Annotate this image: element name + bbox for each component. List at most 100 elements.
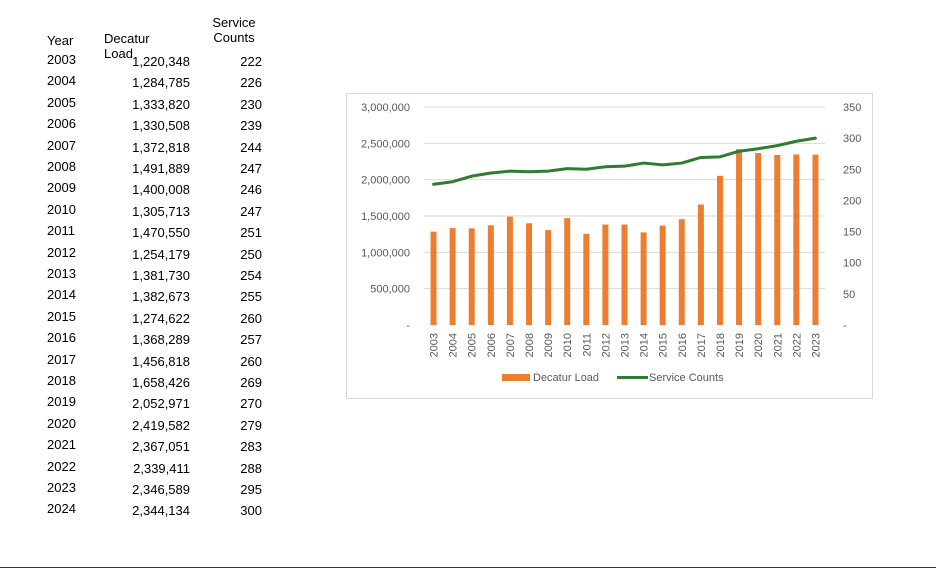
bar bbox=[526, 223, 533, 325]
x-axis-tick-label: 2003 bbox=[429, 333, 441, 357]
table-row: 2021 2,367,051 283 bbox=[0, 437, 280, 458]
cell-decatur-load: 1,372,818 bbox=[132, 139, 190, 155]
bar bbox=[545, 230, 552, 325]
right-axis-tick-label: 150 bbox=[843, 227, 861, 239]
cell-decatur-load: 1,400,008 bbox=[132, 182, 190, 198]
cell-year: 2010 bbox=[47, 201, 76, 217]
table-row: 2024 2,344,134 300 bbox=[0, 501, 280, 522]
x-axis-tick-label: 2020 bbox=[753, 333, 765, 357]
x-axis-tick-label: 2022 bbox=[791, 333, 803, 357]
cell-year: 2006 bbox=[47, 116, 76, 132]
table-row: 2023 2,346,589 295 bbox=[0, 480, 280, 501]
table-row: 2010 1,305,713 247 bbox=[0, 202, 280, 223]
cell-year: 2003 bbox=[47, 52, 76, 67]
right-axis-tick-label: 100 bbox=[843, 258, 861, 270]
table-row: 2006 1,330,508 239 bbox=[0, 116, 280, 137]
cell-year: 2019 bbox=[47, 394, 76, 410]
cell-decatur-load: 1,274,622 bbox=[132, 310, 190, 326]
cell-decatur-load: 1,330,508 bbox=[132, 118, 190, 134]
table-row: 2022 2,339,411 288 bbox=[0, 459, 280, 480]
bar bbox=[774, 155, 781, 325]
cell-year: 2014 bbox=[47, 287, 76, 303]
cell-service-counts: 244 bbox=[240, 139, 262, 155]
cell-service-counts: 251 bbox=[240, 225, 262, 241]
cell-service-counts: 270 bbox=[240, 396, 262, 412]
cell-decatur-load: 1,382,673 bbox=[132, 289, 190, 305]
cell-decatur-load: 1,284,785 bbox=[132, 75, 190, 91]
left-axis-tick-label: 2,500,000 bbox=[361, 138, 410, 150]
cell-year: 2007 bbox=[47, 137, 76, 153]
bar bbox=[659, 225, 666, 325]
table-row: 2003 1,220,348 222 bbox=[0, 52, 280, 73]
cell-year: 2018 bbox=[47, 373, 76, 388]
bar bbox=[793, 154, 800, 325]
table-row: 2004 1,284,785 226 bbox=[0, 73, 280, 94]
table-row: 2019 2,052,971 270 bbox=[0, 394, 280, 415]
bar bbox=[640, 232, 647, 325]
cell-year: 2009 bbox=[47, 180, 76, 196]
bar bbox=[583, 233, 590, 325]
cell-year: 2012 bbox=[47, 244, 76, 260]
cell-service-counts: 250 bbox=[240, 246, 262, 262]
service-counts-line bbox=[432, 136, 817, 186]
cell-year: 2020 bbox=[47, 415, 76, 431]
cell-service-counts: 230 bbox=[240, 96, 262, 112]
cell-year: 2011 bbox=[47, 223, 75, 239]
cell-decatur-load: 1,658,426 bbox=[132, 375, 190, 390]
cell-service-counts: 254 bbox=[240, 268, 262, 283]
x-axis-tick-label: 2008 bbox=[524, 333, 536, 357]
cell-service-counts: 269 bbox=[240, 375, 262, 390]
left-axis-tick-label: 500,000 bbox=[370, 284, 410, 296]
right-axis-tick-label: - bbox=[843, 320, 847, 332]
cell-service-counts: 246 bbox=[240, 182, 262, 198]
x-axis-tick-label: 2023 bbox=[810, 333, 822, 357]
cell-service-counts: 222 bbox=[240, 54, 262, 69]
right-axis-tick-label: 250 bbox=[843, 164, 861, 176]
x-axis-tick-label: 2009 bbox=[543, 333, 555, 357]
left-axis-tick-label: - bbox=[406, 320, 410, 332]
cell-decatur-load: 1,381,730 bbox=[132, 268, 190, 283]
cell-service-counts: 279 bbox=[240, 417, 262, 433]
cell-service-counts: 260 bbox=[240, 310, 262, 326]
legend-label-service-counts: Service Counts bbox=[649, 372, 724, 384]
bar bbox=[697, 204, 704, 325]
right-axis-tick-label: 50 bbox=[843, 289, 855, 301]
right-axis-tick-label: 200 bbox=[843, 195, 861, 207]
table-row: 2008 1,491,889 247 bbox=[0, 159, 280, 180]
bar bbox=[755, 152, 762, 325]
table-row: 2020 2,419,582 279 bbox=[0, 416, 280, 437]
cell-year: 2015 bbox=[47, 308, 76, 324]
bar bbox=[602, 224, 609, 325]
cell-year: 2023 bbox=[47, 480, 76, 495]
x-axis-tick-label: 2016 bbox=[677, 333, 689, 357]
cell-service-counts: 255 bbox=[240, 289, 262, 305]
cell-decatur-load: 1,305,713 bbox=[132, 203, 190, 219]
table-row: 2015 1,274,622 260 bbox=[0, 309, 280, 330]
cell-service-counts: 247 bbox=[240, 161, 262, 176]
left-axis-tick-label: 3,000,000 bbox=[361, 102, 410, 114]
header-service-counts: Service Counts bbox=[200, 15, 268, 45]
legend-label-decatur-load: Decatur Load bbox=[533, 372, 599, 384]
cell-decatur-load: 2,367,051 bbox=[132, 439, 190, 455]
bar bbox=[736, 149, 743, 325]
left-axis-tick-label: 2,000,000 bbox=[361, 175, 410, 187]
table-row: 2007 1,372,818 244 bbox=[0, 138, 280, 159]
cell-year: 2021 bbox=[47, 437, 76, 453]
cell-year: 2008 bbox=[47, 159, 76, 174]
cell-year: 2016 bbox=[47, 330, 76, 346]
x-axis-tick-label: 2012 bbox=[600, 333, 612, 357]
x-axis-tick-label: 2013 bbox=[620, 333, 632, 357]
right-axis-tick-label: 300 bbox=[843, 133, 861, 145]
cell-service-counts: 226 bbox=[240, 75, 262, 91]
bar bbox=[506, 216, 513, 325]
bar bbox=[468, 228, 475, 325]
cell-year: 2022 bbox=[47, 458, 76, 474]
x-axis-tick-label: 2019 bbox=[734, 333, 746, 357]
cell-year: 2005 bbox=[47, 94, 76, 110]
cell-decatur-load: 2,339,411 bbox=[133, 460, 190, 476]
table-row: 2017 1,456,818 260 bbox=[0, 352, 280, 373]
cell-decatur-load: 2,052,971 bbox=[132, 396, 190, 412]
bar bbox=[487, 225, 494, 325]
bar bbox=[564, 218, 571, 325]
left-axis-tick-label: 1,000,000 bbox=[361, 247, 410, 259]
